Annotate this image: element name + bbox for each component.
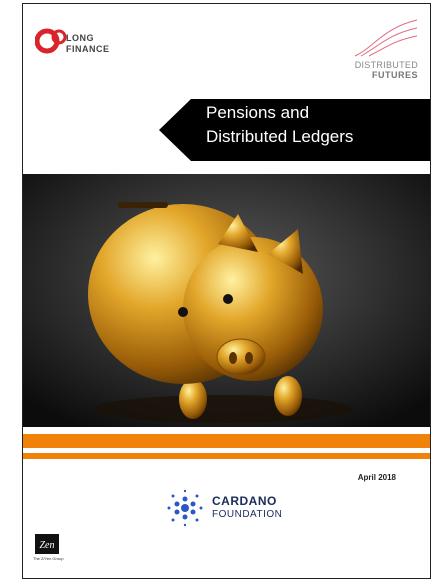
pig-head: [183, 237, 323, 381]
banner-shape: [159, 99, 430, 161]
sponsor-text: FOUNDATION: [212, 509, 283, 520]
long-finance-logo: [35, 28, 67, 54]
logo-ring: [51, 29, 67, 45]
sponsor-text: CARDANO: [212, 494, 277, 508]
title-banner: [159, 99, 430, 161]
logo-caption: The Z/Yen Group: [33, 556, 64, 561]
logo-text: FINANCE: [66, 44, 110, 54]
pig-ear: [218, 214, 258, 252]
pig-snout: [216, 338, 266, 376]
pig-leg: [274, 376, 302, 416]
distributed-futures-logo: [354, 19, 418, 57]
logo-ring: [35, 28, 60, 54]
pig-reflection: [93, 395, 353, 423]
date-text: April 2018: [357, 473, 396, 482]
logo-mark: Zen: [40, 540, 55, 551]
pig-nostril: [245, 352, 253, 364]
pig-leg: [179, 379, 207, 419]
logo-wave: [354, 19, 418, 57]
orange-stripe: [23, 453, 430, 459]
cardano-logo: [167, 489, 203, 527]
pig-nostril: [229, 352, 237, 364]
zyen-logo: Zen: [35, 534, 59, 554]
pig-eye: [178, 307, 188, 317]
logo-text: FUTURES: [372, 70, 418, 80]
logo-text: LONG: [66, 33, 94, 43]
coin-slot: [118, 202, 168, 208]
title-text: Distributed Ledgers: [206, 127, 354, 146]
logo-dots: [167, 489, 203, 527]
logo-text: DISTRIBUTED: [354, 60, 418, 70]
cover-photo: [23, 174, 430, 427]
pig-eye: [223, 294, 233, 304]
orange-stripe: [23, 434, 430, 448]
title-text: Pensions and: [206, 103, 310, 122]
pig-ear: [268, 229, 303, 274]
logo-box: [35, 534, 59, 554]
cover-page: LONG FINANCE DISTRIBUTED FUTURES Pension…: [22, 3, 431, 579]
